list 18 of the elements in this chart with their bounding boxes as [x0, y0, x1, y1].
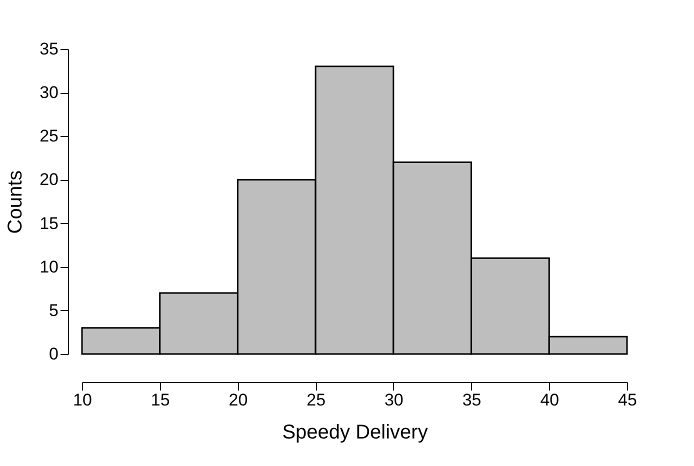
y-tick-label: 20 [40, 170, 58, 190]
x-tick-label: 10 [73, 390, 92, 410]
x-axis-title: Speedy Delivery [282, 422, 428, 444]
x-tick-label: 45 [618, 390, 637, 410]
y-tick-label: 25 [40, 126, 58, 146]
x-tick-label: 35 [462, 390, 482, 410]
y-tick-label: 10 [40, 257, 58, 276]
y-axis-title: Counts [4, 170, 27, 234]
x-tick-label: 40 [540, 390, 560, 410]
y-tick-label: 5 [49, 300, 58, 320]
x-tick-label: 25 [306, 390, 326, 410]
y-tick-label: 30 [40, 83, 58, 102]
y-tick-label: 35 [40, 40, 58, 58]
x-tick-label: 20 [228, 390, 248, 410]
y-tick-label: 15 [40, 214, 58, 233]
y-tick-label: 0 [49, 344, 58, 364]
x-tick-label: 30 [384, 390, 404, 410]
x-tick-label: 15 [150, 390, 170, 410]
